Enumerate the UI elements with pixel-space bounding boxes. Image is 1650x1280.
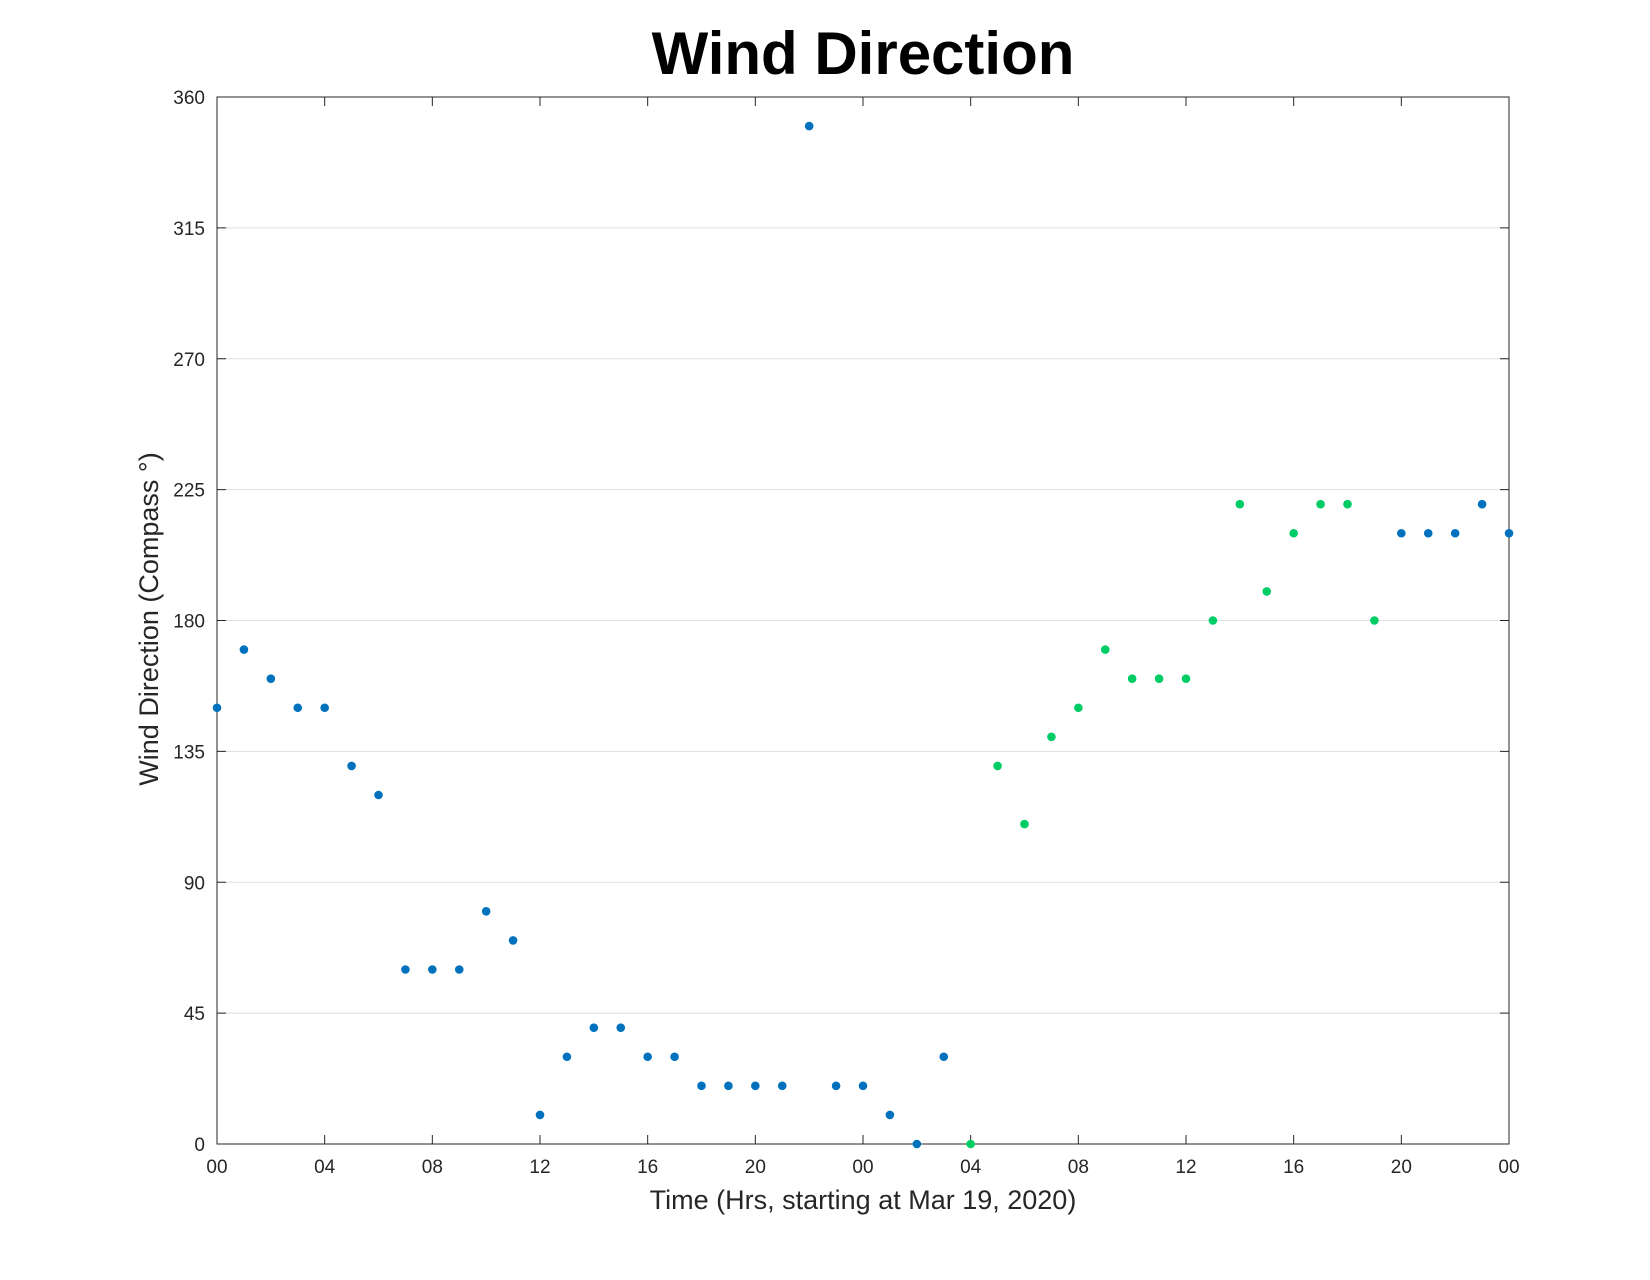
data-point: [939, 1052, 949, 1062]
data-point: [347, 761, 356, 771]
data-point: [481, 907, 491, 916]
x-tick-label: 04: [960, 1157, 982, 1178]
x-tick-label: 08: [422, 1157, 443, 1178]
y-tick-label: 90: [184, 873, 205, 894]
data-point: [1504, 528, 1514, 538]
y-tick-label: 270: [173, 350, 205, 371]
data-point: [616, 1023, 626, 1032]
data-point: [1127, 674, 1137, 683]
data-point: [589, 1023, 599, 1032]
y-tick-labels: 0 45 90 135 180 225 270 315 360: [173, 88, 205, 1156]
data-point: [1100, 645, 1110, 654]
data-point: [777, 1081, 787, 1091]
data-point: [724, 1081, 733, 1091]
x-tick-label: 00: [206, 1157, 227, 1178]
data-point: [239, 645, 249, 654]
data-point: [374, 790, 383, 800]
data-point: [885, 1110, 895, 1120]
data-point: [831, 1081, 841, 1091]
data-point: [1047, 732, 1056, 742]
x-tick-labels: 00 04 08 12 16 20 00 04 08 12 16 20 00: [206, 1157, 1519, 1178]
x-tick-label: 04: [314, 1157, 336, 1178]
data-point: [1477, 499, 1487, 509]
x-axis-label: Time (Hrs, starting at Mar 19, 2020): [650, 1185, 1077, 1215]
data-point: [1208, 616, 1218, 625]
y-tick-label: 315: [173, 219, 205, 240]
data-point: [858, 1081, 868, 1091]
data-point: [1397, 528, 1406, 538]
y-tick-label: 45: [184, 1004, 205, 1025]
x-tick-label: 12: [529, 1157, 550, 1178]
data-point: [751, 1081, 760, 1091]
data-point: [1074, 703, 1083, 713]
data-point: [993, 761, 1002, 771]
data-point: [697, 1081, 706, 1091]
y-tick-label: 360: [173, 88, 205, 109]
data-series-1: [212, 121, 1514, 1149]
data-point: [643, 1052, 652, 1062]
x-tick-label: 20: [1391, 1157, 1412, 1178]
data-point: [966, 1139, 975, 1149]
data-point: [1423, 528, 1433, 538]
data-point: [912, 1139, 922, 1149]
data-point: [428, 965, 437, 974]
data-point: [1154, 674, 1164, 683]
data-point: [1450, 528, 1460, 538]
data-point: [212, 703, 222, 713]
data-points: [212, 121, 1514, 1149]
x-tick-label: 16: [637, 1157, 658, 1178]
y-tick-label: 225: [173, 481, 205, 502]
y-tick-label: 180: [173, 612, 205, 633]
data-point: [266, 674, 276, 683]
data-point: [401, 965, 410, 974]
plot-area-border: [216, 96, 1510, 1145]
data-point: [1262, 587, 1272, 596]
x-tick-label: 20: [745, 1157, 766, 1178]
data-point: [804, 121, 814, 131]
data-point: [1235, 499, 1245, 509]
data-point: [562, 1052, 572, 1062]
data-point: [454, 965, 464, 974]
data-point: [1343, 499, 1352, 509]
y-tick-label: 135: [173, 742, 205, 763]
data-point: [535, 1110, 545, 1120]
data-point: [293, 703, 303, 713]
data-series-2: [966, 499, 1379, 1149]
grid-lines: [217, 227, 1509, 1014]
chart-title: Wind Direction: [652, 20, 1075, 87]
data-point: [1020, 819, 1029, 829]
x-tick-label: 08: [1068, 1157, 1089, 1178]
data-point: [1181, 674, 1191, 683]
x-tick-label: 16: [1283, 1157, 1304, 1178]
y-tick-label: 0: [194, 1135, 205, 1156]
data-point: [670, 1052, 679, 1062]
data-point: [320, 703, 329, 713]
y-axis-label: Wind Direction (Compass °): [134, 452, 164, 785]
x-tick-label: 00: [852, 1157, 873, 1178]
data-point: [508, 936, 518, 945]
data-point: [1289, 528, 1298, 538]
x-tick-label: 12: [1175, 1157, 1196, 1178]
data-point: [1370, 616, 1379, 625]
data-point: [1316, 499, 1325, 509]
x-tick-label: 00: [1498, 1157, 1519, 1178]
